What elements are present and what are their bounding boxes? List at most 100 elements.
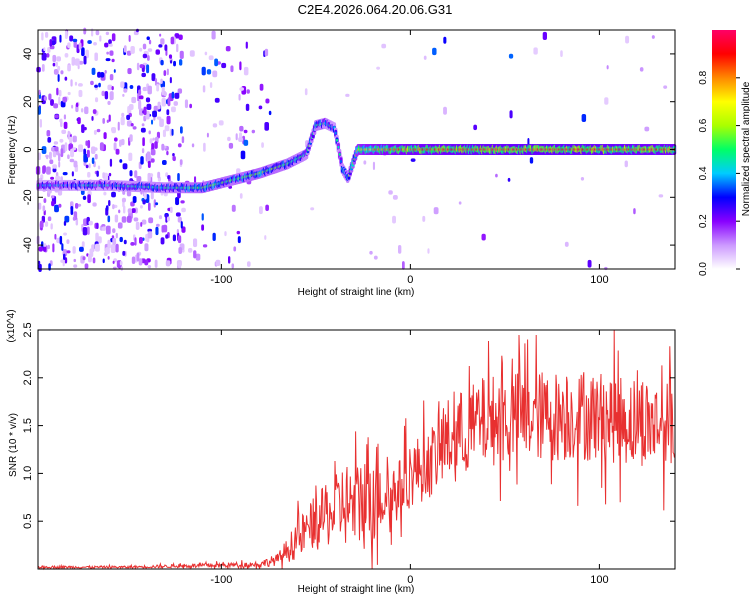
spectrogram-noise-cell [92, 202, 97, 207]
snr-x-ticks: -100 0 100 [210, 330, 609, 586]
spectrogram-noise-cell [102, 172, 106, 179]
spectrogram-noise-cell [165, 260, 171, 267]
spectrogram-noise-cell [126, 215, 132, 223]
spectrogram-noise-cell [107, 100, 111, 106]
spectrogram-noise-cell [180, 221, 183, 229]
spectrogram-noise-cell [231, 263, 235, 269]
spectrogram-noise-cell [423, 55, 427, 60]
x-tick-label: 0 [407, 574, 413, 586]
spectrogram-noise-cell [159, 33, 162, 37]
spectrogram-noise-cell [233, 246, 237, 252]
spectrogram-noise-cell [369, 250, 373, 255]
spectrogram-noise-cell [59, 118, 63, 123]
spectrogram-noise-cell [46, 130, 51, 137]
spectrogram-noise-cell [94, 153, 98, 160]
spectrogram-noise-cell [58, 89, 62, 97]
spectrogram-noise-cell [167, 97, 171, 107]
spectrogram-noise-cell [238, 137, 243, 142]
y-tick-label: 0.5 [22, 514, 34, 529]
spectrogram-noise-cell [73, 160, 78, 168]
spectrogram-noise-cell [126, 50, 132, 56]
x-tick-label: 0 [407, 274, 413, 286]
spectrogram-noise-cell [94, 84, 98, 88]
spectrogram-noise-cell [164, 125, 170, 132]
spectrogram-noise-cell [61, 243, 64, 251]
spectrogram-noise-cell [109, 91, 114, 101]
spectrogram-noise-cell [171, 128, 174, 136]
spectrogram-noise-cell [141, 219, 147, 225]
spectrogram-noise-cell [231, 204, 236, 212]
spectrogram-noise-cell [166, 216, 171, 222]
spectrogram-noise-cell [136, 62, 140, 71]
spectrogram-noise-cell [175, 212, 181, 217]
spectrogram-noise-cell [173, 60, 176, 67]
y-tick-label: 1.0 [22, 466, 34, 481]
spectrogram-noise-cell [178, 262, 182, 269]
spectrogram-noise-cell [63, 220, 67, 226]
spectrogram-noise-cell [43, 198, 47, 203]
spectrogram-noise-cell [587, 259, 592, 268]
spectrogram-noise-cell [93, 147, 98, 151]
spectrogram-noise-cell [651, 35, 655, 39]
spectrogram-noise-cell [146, 36, 150, 41]
spectrogram-noise-cell [180, 200, 185, 204]
spectrogram-noise-cell [50, 176, 55, 180]
spectrogram-noise-cell [130, 242, 135, 246]
spectrogram-noise-cell [64, 76, 68, 81]
spectrogram-noise-cell [41, 146, 47, 155]
spectrogram-noise-cell [177, 143, 182, 148]
spectrogram-noise-cell [49, 39, 53, 47]
spectrogram-noise-cell [166, 68, 169, 76]
spectrogram-noise-cell [39, 220, 44, 228]
spectrogram-xlabel: Height of straight line (km) [298, 287, 415, 298]
spectrogram-noise-cell [73, 264, 78, 268]
spectrogram-noise-cell [181, 207, 186, 213]
spectrogram-noise-cell [88, 253, 92, 263]
spectrogram-noise-cell [77, 117, 81, 125]
spectrogram-noise-cell [119, 159, 123, 163]
spectrogram-noise-cell [101, 90, 106, 97]
spectrogram-noise-cell [138, 95, 144, 100]
snr-y-ticks: 0.5 1.0 1.5 2.0 2.5 [22, 322, 675, 529]
spectrogram-noise-cell [191, 143, 195, 148]
spectrogram-noise-cell [509, 110, 513, 119]
spectrogram-noise-cell [373, 255, 378, 260]
spectrogram-noise-cell [129, 170, 133, 177]
spectrogram-noise-cell [83, 55, 87, 65]
spectrogram-noise-cell [54, 114, 59, 119]
spectrogram-noise-cell [64, 142, 68, 152]
spectrogram-noise-cell [129, 85, 134, 90]
spectrogram-noise-cell [208, 55, 214, 61]
spectrogram-noise-cell [156, 223, 160, 227]
spectrogram-noise-cell [92, 257, 96, 264]
spectrogram-noise-cell [105, 247, 110, 255]
spectrogram-noise-cell [107, 215, 111, 223]
spectrogram-noise-cell [67, 42, 71, 49]
spectrogram-noise-cell [126, 114, 131, 121]
spectrogram-noise-cell [160, 38, 165, 45]
y-tick-label: -40 [22, 237, 34, 253]
spectrogram-noise-cell [73, 258, 77, 263]
spectrogram-noise-cell [433, 207, 439, 215]
spectrogram-noise-cell [85, 140, 88, 146]
spectrogram-noise-cell [106, 51, 109, 55]
spectrogram-noise-cell [111, 58, 115, 63]
spectrogram-noise-cell [140, 222, 143, 227]
spectrogram-noise-cell [166, 150, 169, 156]
spectrogram-noise-cell [165, 213, 168, 223]
spectrogram-noise-cell [52, 150, 57, 158]
spectrogram-noise-cell [130, 46, 135, 54]
spectrogram-cells [35, 27, 677, 273]
spectrogram-noise-cell [247, 261, 251, 267]
spectrogram-noise-cell [112, 260, 115, 264]
spectrogram-noise-cell [432, 47, 437, 56]
spectrogram-noise-cell [69, 136, 73, 144]
spectrogram-noise-cell [43, 96, 48, 101]
spectrogram-noise-cell [55, 175, 61, 181]
spectrogram-noise-cell [60, 70, 64, 75]
spectrogram-noise-cell [251, 129, 256, 134]
spectrogram-noise-cell [228, 142, 234, 149]
spectrogram-noise-cell [604, 97, 609, 105]
spectrogram-noise-cell [95, 97, 99, 103]
spectrogram-noise-cell [160, 59, 164, 66]
